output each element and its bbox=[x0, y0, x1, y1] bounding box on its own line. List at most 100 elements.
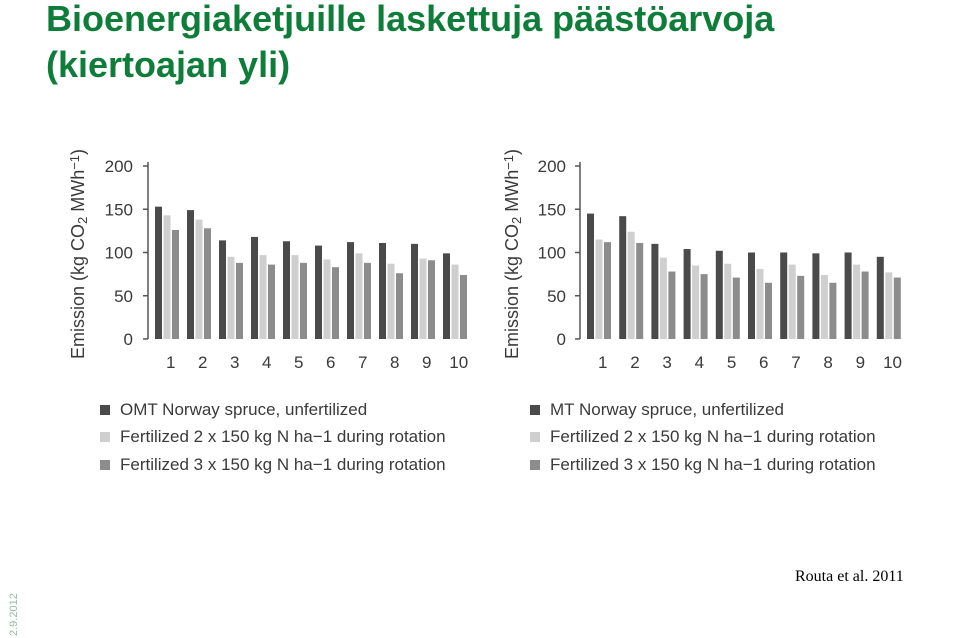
legend-label: Fertilized 2 x 150 kg N ha−1 during rota… bbox=[120, 427, 446, 447]
y-tick-label: 50 bbox=[547, 287, 566, 306]
x-tick-label: 1 bbox=[166, 353, 175, 372]
source-citation: Routa et al. 2011 bbox=[795, 568, 904, 585]
bar-1-series-2 bbox=[595, 239, 603, 339]
y-axis-title-part: 2 bbox=[75, 217, 90, 224]
bar-3-series-2 bbox=[227, 256, 235, 339]
bar-1-series-3 bbox=[604, 242, 611, 339]
x-tick-label: 3 bbox=[662, 353, 671, 372]
bar-4-series-2 bbox=[259, 255, 267, 339]
legend-swatch bbox=[530, 459, 540, 470]
legend-mt: MT Norway spruce, unfertilized Fertilize… bbox=[530, 396, 876, 479]
bar-5-series-3 bbox=[732, 277, 740, 339]
bar-1-series-1 bbox=[587, 213, 594, 339]
y-tick-label: 200 bbox=[538, 157, 566, 176]
x-tick-label: 6 bbox=[326, 353, 335, 372]
y-axis-title-part: ) bbox=[68, 149, 88, 155]
y-axis-title: Emission (kg CO2 MWh−1) bbox=[501, 149, 524, 359]
legend-swatch bbox=[100, 404, 110, 415]
y-axis-title-part: −1 bbox=[501, 155, 516, 170]
x-tick-label: 8 bbox=[823, 353, 832, 372]
bar-2-series-1 bbox=[187, 210, 194, 339]
bar-4-series-2 bbox=[692, 265, 700, 339]
bar-6-series-3 bbox=[765, 282, 772, 339]
bar-7-series-2 bbox=[355, 253, 363, 339]
legend-item: Fertilized 2 x 150 kg N ha−1 during rota… bbox=[100, 424, 446, 452]
legend-label: MT Norway spruce, unfertilized bbox=[550, 399, 784, 419]
y-axis-title-part: Emission (kg CO bbox=[502, 224, 522, 359]
y-tick-label: 100 bbox=[538, 244, 566, 263]
date-text: 2.9.2012 bbox=[8, 593, 20, 636]
bar-10-series-3 bbox=[893, 277, 901, 339]
legend-label: Fertilized 3 x 150 kg N ha−1 during rota… bbox=[550, 454, 876, 474]
legend-swatch bbox=[530, 432, 540, 443]
bar-9-series-1 bbox=[844, 252, 852, 339]
bar-7-series-3 bbox=[364, 262, 371, 339]
bar-2-series-3 bbox=[636, 242, 644, 339]
x-tick-label: 9 bbox=[422, 353, 431, 372]
legend-swatch bbox=[100, 432, 110, 443]
bar-8-series-2 bbox=[820, 274, 828, 339]
bar-4-series-1 bbox=[251, 236, 258, 339]
bar-1-series-2 bbox=[163, 215, 171, 339]
x-tick-label: 4 bbox=[695, 353, 704, 372]
date-stamp: 2.9.2012 bbox=[8, 593, 20, 636]
slide-title: Bioenergiaketjuille laskettuja päästöarv… bbox=[46, 0, 775, 85]
legend-item: OMT Norway spruce, unfertilized bbox=[100, 396, 446, 424]
legend-swatch bbox=[530, 404, 540, 415]
y-tick-label: 0 bbox=[124, 330, 133, 349]
bar-1-series-1 bbox=[155, 206, 162, 339]
bar-4-series-3 bbox=[268, 264, 275, 339]
bar-5-series-1 bbox=[283, 241, 290, 339]
bar-6-series-2 bbox=[323, 259, 331, 339]
x-tick-label: 7 bbox=[358, 353, 367, 372]
bar-3-series-1 bbox=[219, 240, 226, 339]
bar-2-series-1 bbox=[619, 216, 627, 339]
bar-2-series-2 bbox=[627, 231, 635, 339]
bar-6-series-1 bbox=[315, 245, 322, 339]
legend-label: OMT Norway spruce, unfertilized bbox=[120, 399, 368, 419]
bar-9-series-3 bbox=[861, 271, 869, 339]
bar-3-series-1 bbox=[651, 243, 659, 339]
x-tick-label: 8 bbox=[390, 353, 399, 372]
x-tick-label: 7 bbox=[791, 353, 800, 372]
bar-6-series-3 bbox=[332, 267, 339, 339]
bar-10-series-1 bbox=[876, 256, 884, 339]
bar-6-series-1 bbox=[748, 252, 755, 339]
y-axis-title-part: −1 bbox=[67, 155, 82, 170]
bar-3-series-3 bbox=[668, 271, 676, 339]
bar-8-series-3 bbox=[829, 282, 837, 339]
bar-9-series-2 bbox=[419, 258, 427, 339]
bar-5-series-3 bbox=[300, 262, 307, 339]
y-tick-label: 150 bbox=[538, 200, 566, 219]
x-tick-label: 10 bbox=[883, 353, 902, 372]
x-tick-label: 5 bbox=[727, 353, 736, 372]
bar-1-series-3 bbox=[172, 230, 179, 339]
bar-7-series-1 bbox=[347, 242, 354, 339]
bar-2-series-2 bbox=[195, 219, 203, 339]
bar-5-series-2 bbox=[724, 263, 732, 339]
bar-7-series-3 bbox=[797, 275, 805, 339]
bar-3-series-2 bbox=[659, 257, 667, 339]
bar-6-series-2 bbox=[756, 268, 764, 339]
legend-item: MT Norway spruce, unfertilized bbox=[530, 396, 876, 424]
bar-8-series-1 bbox=[812, 253, 820, 339]
x-tick-label: 3 bbox=[230, 353, 239, 372]
y-tick-label: 100 bbox=[105, 244, 133, 263]
x-tick-label: 10 bbox=[449, 353, 468, 372]
y-axis-title-part: MWh bbox=[502, 170, 522, 217]
legend-item: Fertilized 3 x 150 kg N ha−1 during rota… bbox=[530, 451, 876, 479]
bar-10-series-1 bbox=[443, 253, 450, 339]
bar-3-series-3 bbox=[236, 262, 243, 339]
bar-10-series-2 bbox=[451, 264, 459, 339]
bar-8-series-2 bbox=[387, 263, 395, 339]
x-tick-label: 5 bbox=[294, 353, 303, 372]
legend-label: Fertilized 3 x 150 kg N ha−1 during rota… bbox=[120, 454, 446, 474]
legend-label: Fertilized 2 x 150 kg N ha−1 during rota… bbox=[550, 427, 876, 447]
legend-item: Fertilized 2 x 150 kg N ha−1 during rota… bbox=[530, 424, 876, 452]
bar-5-series-1 bbox=[715, 250, 723, 339]
x-tick-label: 6 bbox=[759, 353, 768, 372]
bar-9-series-2 bbox=[853, 264, 861, 339]
bar-9-series-3 bbox=[428, 260, 435, 339]
